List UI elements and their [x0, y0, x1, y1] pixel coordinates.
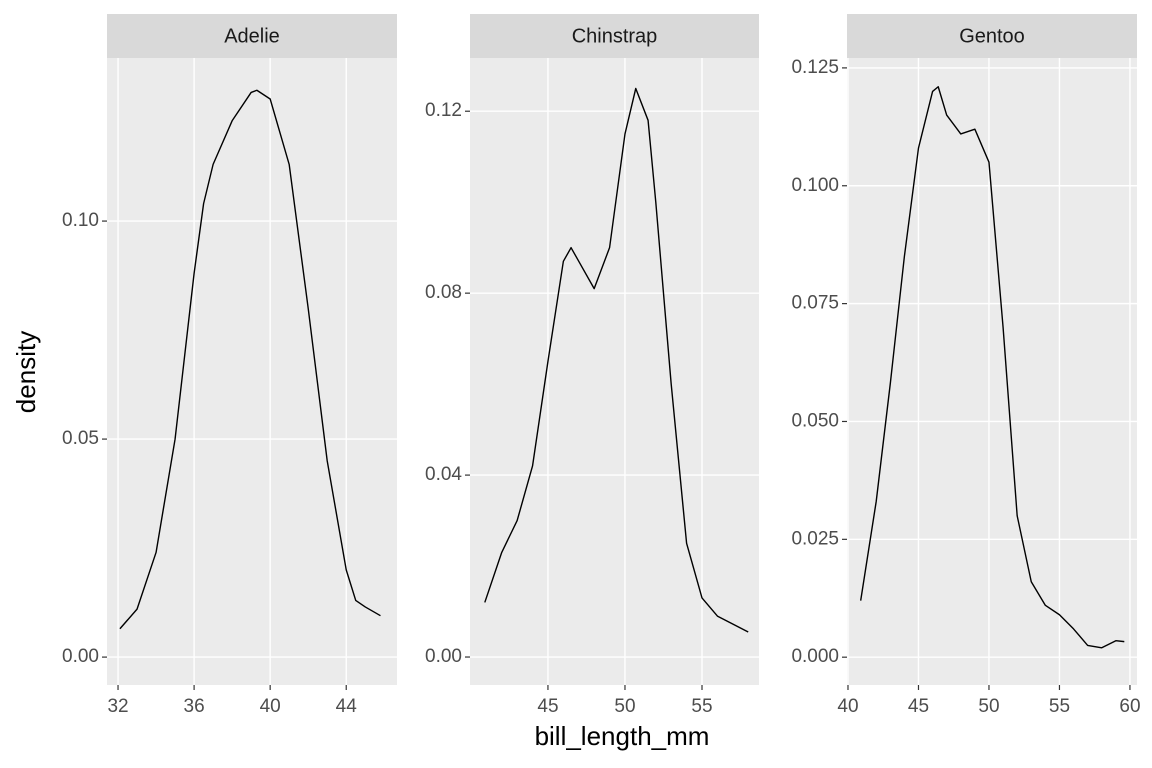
x-tick-label: 36 — [184, 696, 205, 717]
density-line — [484, 87, 749, 633]
x-tick-label: 40 — [260, 696, 281, 717]
density-line — [859, 86, 1125, 649]
y-tick-label: 0.075 — [791, 293, 839, 314]
panel-background — [107, 58, 397, 685]
panel-background — [470, 58, 759, 685]
y-tick-label: 0.08 — [425, 282, 462, 303]
density-line — [119, 89, 381, 630]
strip-label: Chinstrap — [572, 25, 658, 47]
strip-label: Gentoo — [959, 25, 1025, 47]
strip-background — [107, 14, 397, 58]
y-tick-label: 0.05 — [62, 428, 99, 449]
y-tick-label: 0.050 — [791, 410, 839, 431]
x-tick-label: 50 — [614, 696, 635, 717]
x-tick-label: 32 — [107, 696, 128, 717]
y-tick-label: 0.025 — [791, 528, 839, 549]
y-tick-label: 0.000 — [791, 646, 839, 667]
y-tick-label: 0.125 — [791, 57, 839, 78]
y-tick-label: 0.00 — [425, 646, 462, 667]
y-tick-label: 0.100 — [791, 175, 839, 196]
y-tick-label: 0.10 — [62, 210, 99, 231]
strip-label: Adelie — [224, 25, 280, 47]
x-tick-label: 45 — [908, 696, 929, 717]
x-tick-label: 55 — [691, 696, 712, 717]
y-tick-label: 0.12 — [425, 100, 462, 121]
x-tick-label: 45 — [537, 696, 558, 717]
y-tick-label: 0.04 — [425, 464, 462, 485]
x-tick-label: 55 — [1049, 696, 1070, 717]
x-tick-label: 44 — [336, 696, 358, 717]
strip-background — [847, 14, 1137, 58]
panel-background — [847, 58, 1137, 685]
y-axis-title: density — [11, 331, 41, 413]
x-tick-label: 50 — [978, 696, 999, 717]
x-tick-label: 60 — [1119, 696, 1140, 717]
y-tick-label: 0.00 — [62, 646, 99, 667]
strip-background — [470, 14, 759, 58]
x-tick-label: 40 — [837, 696, 858, 717]
x-axis-title: bill_length_mm — [535, 721, 710, 751]
